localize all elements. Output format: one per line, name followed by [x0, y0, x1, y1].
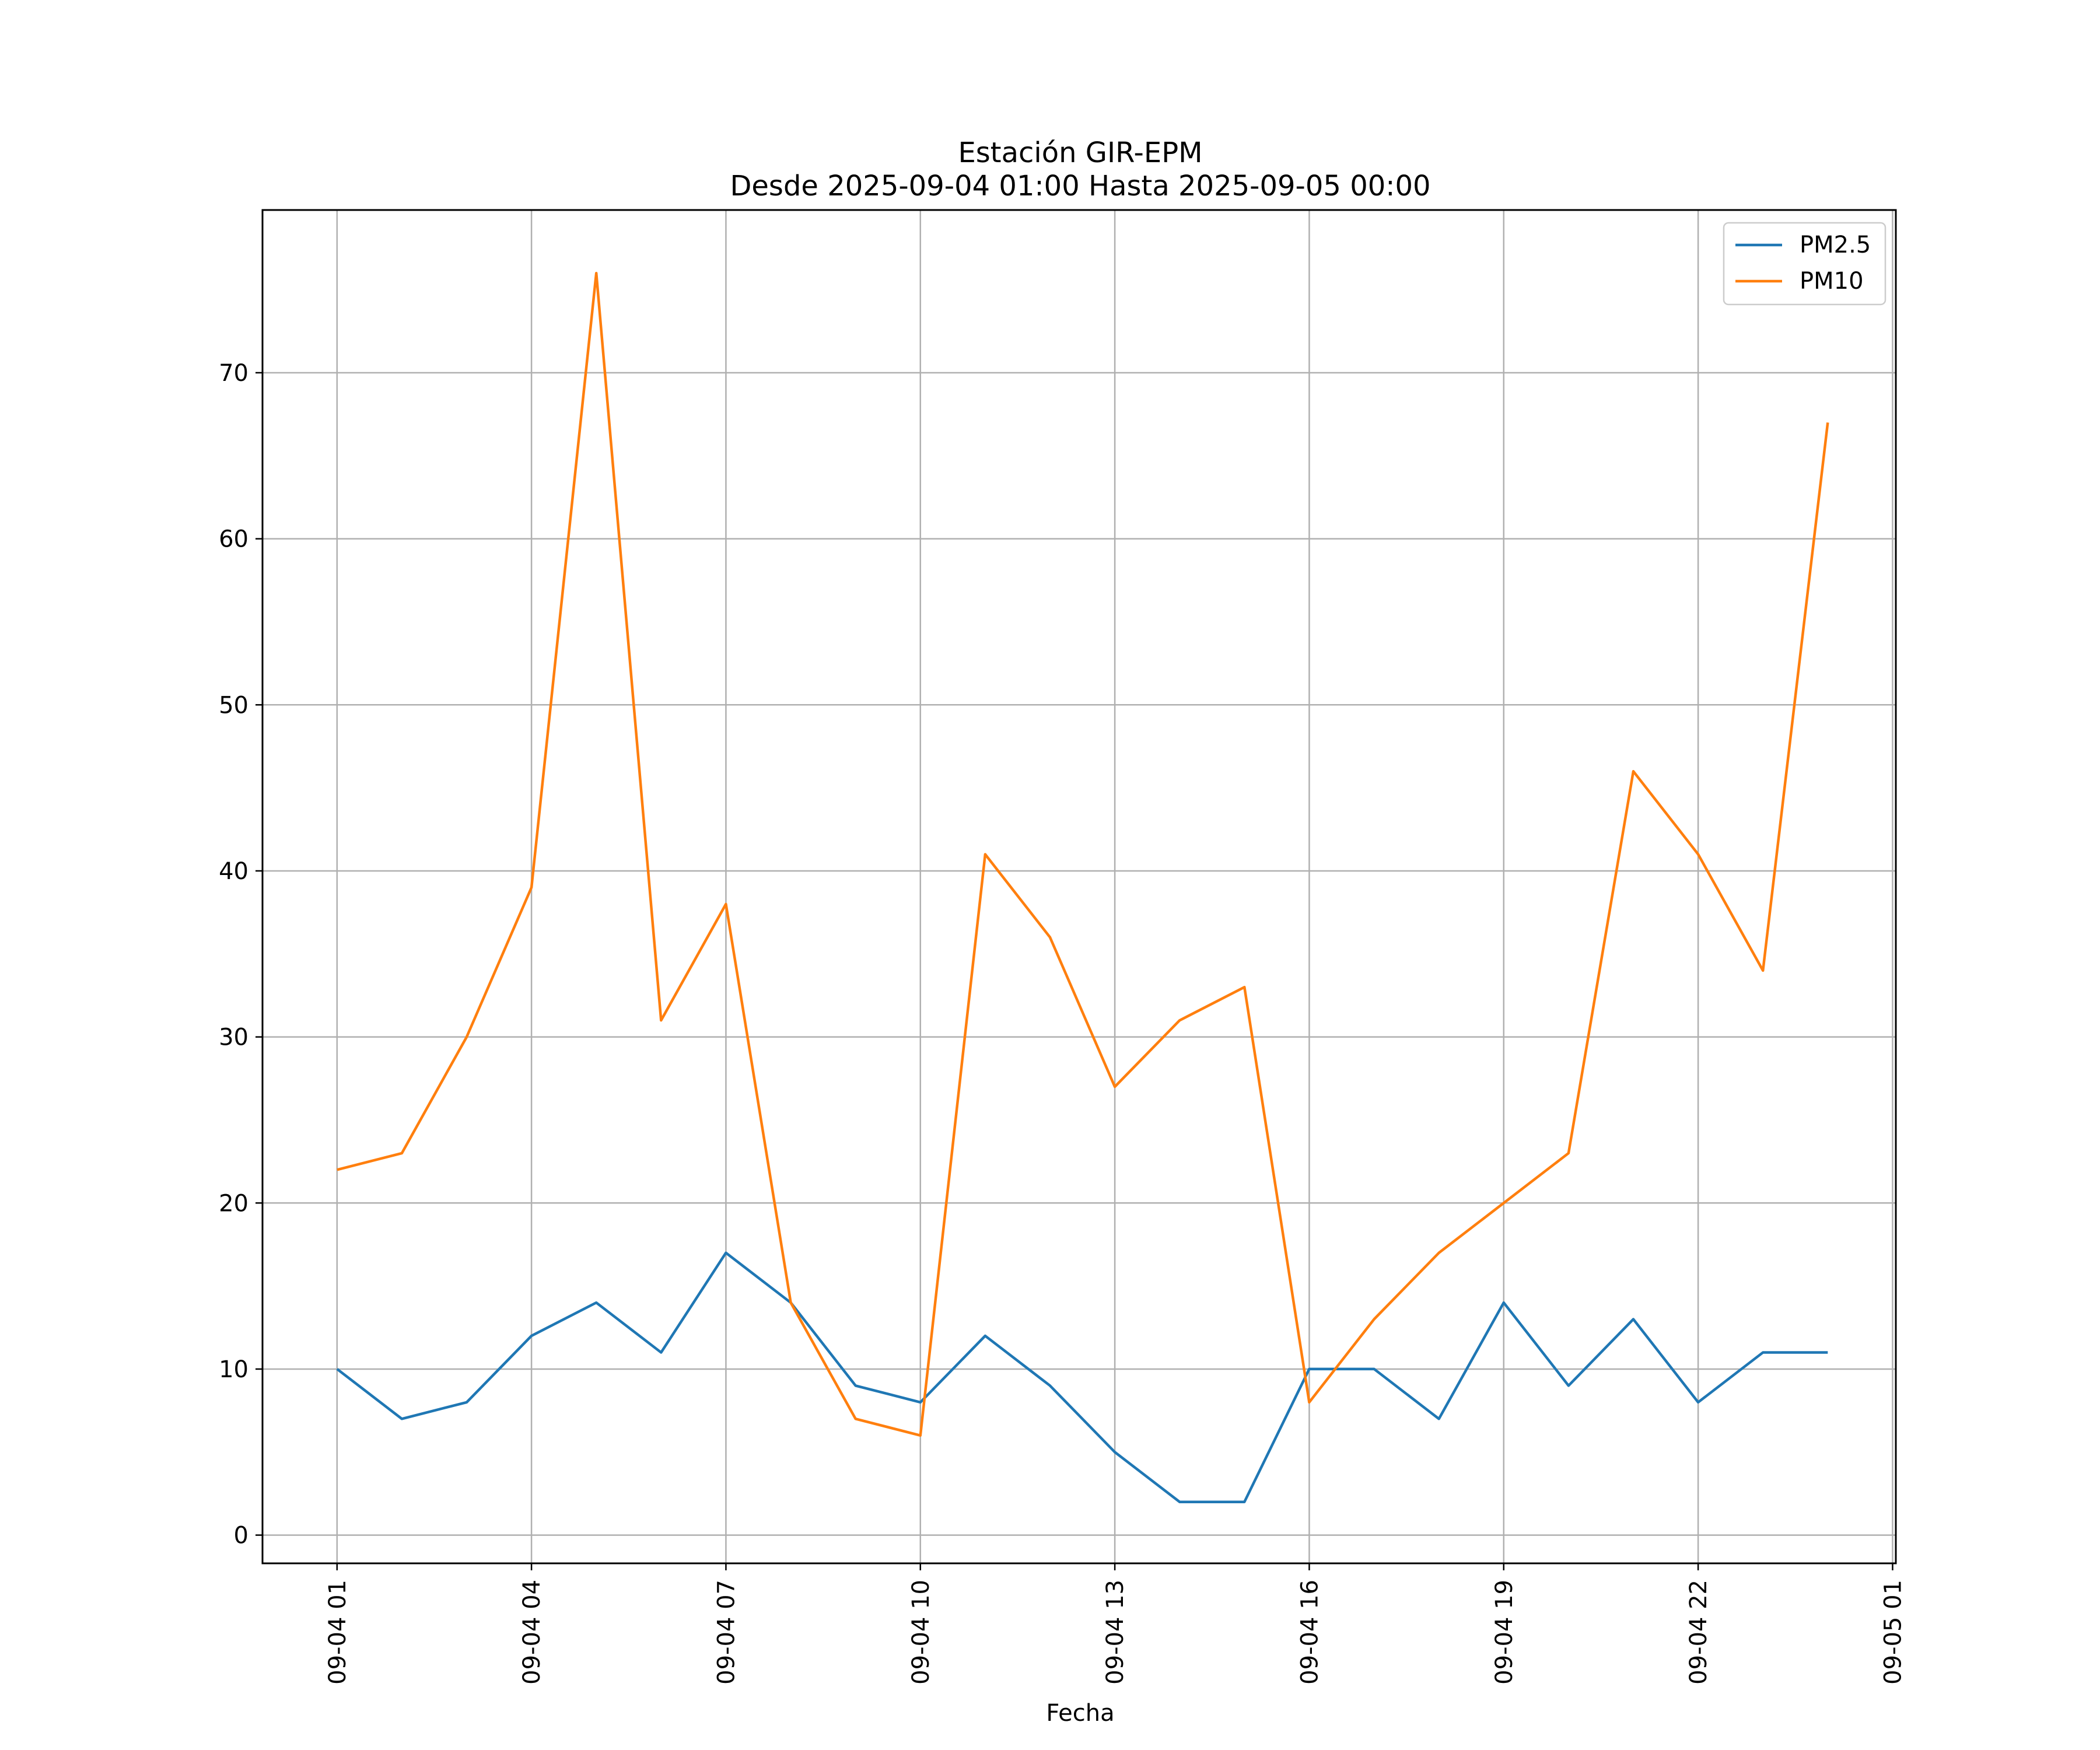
y-tick-label: 50: [219, 692, 249, 719]
y-tick-label: 30: [219, 1024, 249, 1051]
x-tick-label: 09-04 19: [1491, 1580, 1518, 1685]
x-axis: 09-04 01 09-04 04 09-04 07 09-04 10 09-04 13…: [324, 1563, 1906, 1685]
chart-title-line-2: Desde 2025-09-04 01:00 Hasta 2025-09-05 …: [730, 170, 1430, 202]
y-tick-label: 20: [219, 1190, 249, 1217]
legend: PM2.5 PM10: [1723, 222, 1887, 306]
plot-frame: [261, 209, 1897, 1564]
x-axis-label: Fecha: [1046, 1700, 1114, 1727]
y-tick-label: 0: [234, 1522, 249, 1549]
x-tick-label: 09-04 22: [1685, 1580, 1712, 1685]
y-tick-label: 40: [219, 858, 249, 885]
x-tick-label: 09-04 13: [1102, 1580, 1129, 1685]
series-line-pm25: [336, 1251, 1828, 1503]
legend-label: PM10: [1800, 268, 1864, 295]
y-tick-label: 60: [219, 526, 249, 553]
x-tick-label: 09-04 01: [324, 1580, 351, 1685]
y-axis: 0 10 20 30 40 50 60 70: [219, 360, 262, 1549]
x-tick-label: 09-04 10: [908, 1580, 935, 1685]
series-lines: [336, 271, 1829, 1503]
x-tick-label: 09-04 04: [519, 1580, 545, 1685]
y-tick-label: 10: [219, 1356, 249, 1383]
x-tick-label: 09-04 07: [713, 1580, 740, 1685]
x-tick-label: 09-04 16: [1296, 1580, 1323, 1685]
x-tick-label: 09-05 01: [1880, 1580, 1906, 1685]
legend-label: PM2.5: [1800, 232, 1871, 258]
y-tick-label: 70: [219, 360, 249, 387]
legend-box: [1723, 222, 1887, 306]
series-line-pm10: [337, 271, 1829, 1437]
chart-title-line-1: Estación GIR-EPM: [958, 136, 1202, 169]
